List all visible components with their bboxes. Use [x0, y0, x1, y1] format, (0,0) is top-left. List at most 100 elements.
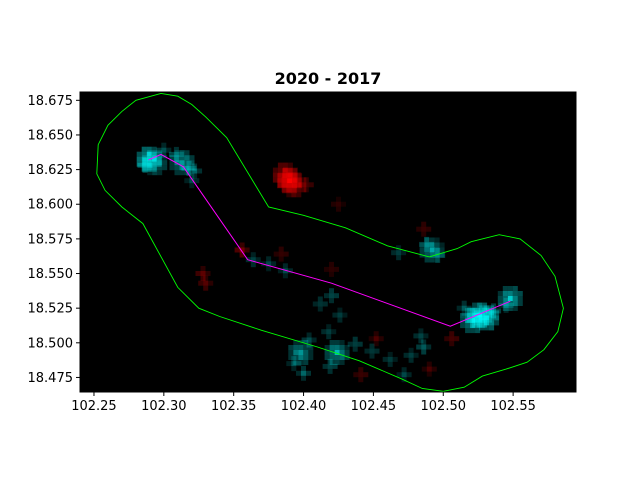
- heat-cell: [308, 355, 314, 360]
- heat-cell-cluster: [382, 351, 398, 367]
- heat-cell: [255, 257, 261, 263]
- heat-cell: [421, 226, 427, 232]
- heat-cell: [336, 206, 341, 212]
- heat-cell: [152, 165, 158, 171]
- heat-cell: [472, 312, 478, 318]
- heat-cell-cluster: [234, 242, 250, 258]
- heat-cell: [189, 165, 195, 171]
- heat-cell: [287, 168, 293, 174]
- heat-cell: [336, 196, 341, 202]
- heat-cell: [387, 361, 393, 367]
- heat-cell: [470, 313, 476, 319]
- heat-cell-cluster: [416, 339, 432, 355]
- heat-cell: [282, 177, 288, 183]
- heat-cell: [168, 151, 174, 157]
- heat-cell: [406, 372, 412, 378]
- heat-cell: [152, 160, 158, 166]
- heat-cell-cluster: [486, 303, 502, 319]
- heat-cell: [306, 370, 311, 376]
- heat-cell: [480, 318, 486, 324]
- heat-cell: [475, 308, 481, 314]
- x-axis: 102.25 102.30 102.35 102.40 102.45 102.50 102.…: [71, 392, 536, 414]
- heat-cell: [339, 360, 345, 365]
- heat-cell: [502, 286, 508, 291]
- heat-cell: [387, 356, 393, 362]
- heat-cell: [192, 168, 198, 174]
- heat-cell: [301, 375, 306, 381]
- heat-cell: [475, 318, 481, 324]
- heat-cell: [334, 355, 340, 360]
- heat-cell-cluster: [322, 358, 338, 374]
- heat-cell: [136, 151, 142, 157]
- heat-cell: [293, 355, 299, 360]
- heat-cell: [303, 182, 309, 188]
- heat-cell: [424, 257, 430, 263]
- heat-cell: [396, 255, 402, 261]
- heat-cell: [291, 192, 297, 198]
- heat-cell: [205, 271, 211, 276]
- heat-cell: [298, 350, 304, 355]
- heat-cell: [169, 165, 175, 171]
- heat-cell-cluster: [419, 236, 434, 252]
- heat-cell: [486, 308, 492, 314]
- heat-cell: [342, 312, 348, 318]
- plot-background: [80, 92, 576, 392]
- heat-cell: [296, 370, 301, 376]
- x-tick-label: 102.35: [211, 399, 257, 414]
- heat-cell: [391, 250, 397, 256]
- heat-cell: [512, 306, 518, 311]
- heat-cell: [475, 323, 481, 329]
- heat-cell: [484, 305, 490, 311]
- heat-cell: [152, 170, 158, 176]
- heat-cell: [352, 336, 358, 342]
- heat-cell: [419, 241, 424, 247]
- vector-layer: [96, 92, 564, 392]
- heat-cell: [197, 168, 203, 174]
- heat-cell: [324, 350, 330, 355]
- heat-cell: [382, 356, 388, 362]
- heat-cell: [424, 237, 430, 243]
- heat-cell: [331, 329, 337, 335]
- heat-cell: [484, 310, 490, 316]
- heat-cell: [291, 356, 297, 362]
- heat-cell: [293, 360, 299, 365]
- heat-cell: [517, 296, 523, 301]
- heat-cell: [142, 162, 148, 168]
- heat-cell: [272, 167, 278, 173]
- heat-cell: [324, 266, 329, 272]
- heat-cell: [418, 338, 424, 344]
- heat-cell: [461, 305, 467, 311]
- heat-cell: [296, 177, 302, 183]
- heat-cell: [329, 288, 334, 294]
- heat-cell-cluster: [296, 365, 311, 381]
- heat-cell: [301, 370, 306, 376]
- heat-cell: [174, 155, 180, 161]
- heat-cell: [286, 192, 292, 198]
- heat-cell: [162, 160, 168, 166]
- heat-cell: [239, 242, 245, 248]
- heat-cell: [317, 306, 323, 312]
- heat-cell: [147, 155, 153, 161]
- heat-cell: [424, 252, 430, 258]
- route-line: [148, 153, 511, 327]
- heat-cell: [497, 291, 503, 296]
- heat-cell: [203, 285, 209, 291]
- heat-cell-cluster: [474, 305, 500, 331]
- heat-cell: [426, 371, 432, 377]
- heat-cell: [484, 325, 490, 331]
- heat-cell: [373, 336, 379, 342]
- heat-cell: [203, 280, 209, 286]
- heat-cell: [434, 247, 440, 253]
- heat-cell: [137, 162, 143, 168]
- heat-cell-cluster: [156, 142, 172, 158]
- heat-cell-cluster: [413, 328, 429, 344]
- heat-cell: [503, 307, 509, 313]
- heat-cell: [277, 167, 283, 173]
- heat-cell: [161, 147, 167, 153]
- heat-cell: [189, 160, 195, 166]
- heat-cell: [503, 302, 509, 308]
- y-tick-label: 18.550: [28, 267, 74, 282]
- heat-cell: [278, 246, 284, 252]
- heat-cell: [174, 165, 180, 171]
